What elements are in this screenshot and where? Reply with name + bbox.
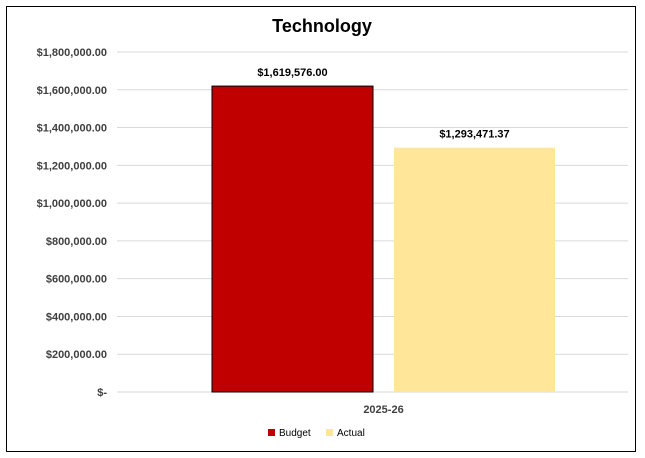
bar-actual xyxy=(394,147,555,392)
legend: Budget Actual xyxy=(268,428,365,439)
y-tick-label: $1,000,000.00 xyxy=(37,198,107,210)
x-tick-label: 2025-26 xyxy=(363,404,403,416)
data-label-actual: $1,293,471.37 xyxy=(439,129,509,141)
y-tick-label: $1,800,000.00 xyxy=(37,47,107,59)
bars: $1,619,576.00 $1,293,471.37 xyxy=(211,67,555,393)
data-label-budget: $1,619,576.00 xyxy=(257,67,327,79)
legend-label-actual: Actual xyxy=(337,428,365,439)
y-tick-label: $800,000.00 xyxy=(46,236,107,248)
y-tick-label: $600,000.00 xyxy=(46,274,107,286)
y-axis-ticks: $- $200,000.00 $400,000.00 $600,000.00 $800,… xyxy=(37,47,108,399)
y-tick-label: $200,000.00 xyxy=(46,349,107,361)
y-tick-label: $1,400,000.00 xyxy=(37,123,107,135)
y-tick-label: $400,000.00 xyxy=(46,311,107,323)
y-tick-label: $1,200,000.00 xyxy=(37,160,107,172)
legend-swatch-actual xyxy=(326,429,333,436)
legend-swatch-budget xyxy=(268,429,275,436)
chart-title: Technology xyxy=(272,16,372,36)
y-tick-label: $- xyxy=(97,387,107,399)
x-axis-ticks: 2025-26 xyxy=(363,404,403,416)
y-tick-label: $1,600,000.00 xyxy=(37,85,107,97)
bar-budget xyxy=(211,85,374,393)
legend-label-budget: Budget xyxy=(279,428,311,439)
